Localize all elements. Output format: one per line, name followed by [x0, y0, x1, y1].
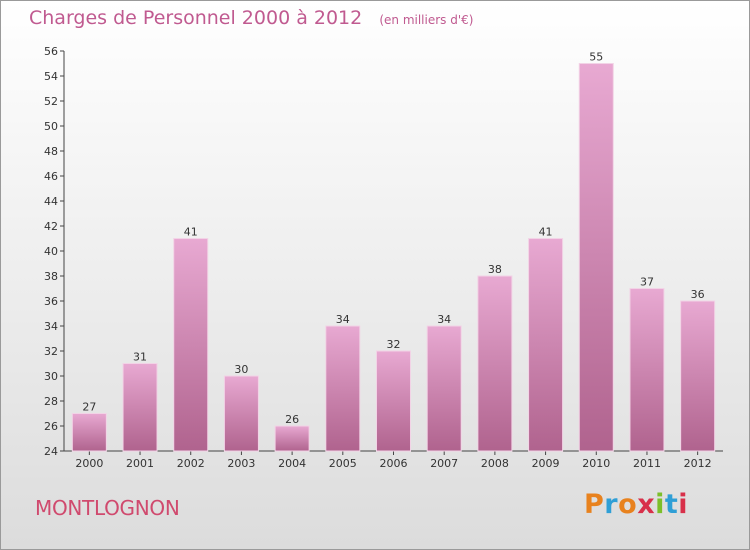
logo-letter: P	[584, 489, 605, 520]
commune-name: MONTLOGNON	[35, 496, 180, 520]
bar-value-label: 27	[82, 401, 96, 414]
y-tick-label: 40	[44, 245, 58, 258]
y-tick-label: 54	[44, 70, 58, 83]
proxiti-logo[interactable]: Proxiti	[584, 489, 688, 520]
bar	[680, 300, 716, 452]
x-tick-label: 2000	[75, 457, 103, 470]
y-tick-label: 30	[44, 370, 58, 383]
bars	[71, 63, 716, 452]
x-tick-label: 2007	[430, 457, 458, 470]
labels: 27 2000 31 2001 41 2002 30 2003 26 2004 34 2005 32 20…	[75, 51, 711, 471]
y-tick-label: 32	[44, 345, 58, 358]
y-tick-label: 50	[44, 120, 58, 133]
bar-value-label: 34	[336, 313, 350, 326]
bar-value-label: 41	[184, 226, 198, 239]
bar-value-label: 31	[133, 351, 147, 364]
y-tick-label: 26	[44, 420, 58, 433]
y-tick-label: 38	[44, 270, 58, 283]
bar-value-label: 26	[285, 413, 299, 426]
bar	[578, 63, 614, 452]
x-tick-label: 2009	[532, 457, 560, 470]
bar	[173, 238, 209, 452]
x-tick-label: 2003	[227, 457, 255, 470]
x-tick-label: 2001	[126, 457, 154, 470]
x-tick-label: 2010	[582, 457, 610, 470]
y-tick-label: 34	[44, 320, 58, 333]
logo-letter: r	[604, 489, 619, 520]
y-tick-label: 42	[44, 220, 58, 233]
x-tick-label: 2004	[278, 457, 306, 470]
bar	[71, 413, 107, 452]
y-tick-label: 36	[44, 295, 58, 308]
bar	[325, 325, 361, 452]
bar-value-label: 32	[387, 338, 401, 351]
bar-value-label: 38	[488, 263, 502, 276]
bar	[477, 275, 513, 452]
x-tick-label: 2012	[684, 457, 712, 470]
bar	[528, 238, 564, 452]
title-line: Charges de Personnel 2000 à 2012 (en mil…	[29, 7, 473, 29]
bar-value-label: 36	[691, 288, 705, 301]
bar-value-label: 55	[589, 51, 603, 64]
logo-letter: o	[618, 489, 638, 520]
logo-letter: i	[678, 489, 689, 520]
bar	[376, 350, 411, 452]
bar-value-label: 37	[640, 276, 654, 289]
logo-letter: i	[655, 489, 665, 520]
x-tick-label: 2011	[633, 457, 661, 470]
x-tick-label: 2006	[380, 457, 408, 470]
bar-value-label: 30	[234, 363, 248, 376]
y-tick-label: 56	[44, 45, 58, 58]
y-tick-label: 24	[44, 445, 58, 458]
chart-unit: (en milliers d'€)	[379, 13, 474, 27]
y-tick-label: 48	[44, 145, 58, 158]
bar	[629, 288, 665, 452]
bar	[122, 363, 158, 452]
x-tick-label: 2005	[329, 457, 357, 470]
chart-title: Charges de Personnel 2000 à 2012	[29, 7, 363, 29]
logo-letter: x	[637, 489, 656, 520]
bar	[426, 325, 462, 452]
bar	[223, 375, 259, 452]
bar-value-label: 41	[539, 226, 553, 239]
x-tick-label: 2002	[177, 457, 205, 470]
y-tick-label: 28	[44, 395, 58, 408]
y-tick-label: 44	[44, 195, 58, 208]
y-tick-label: 52	[44, 95, 58, 108]
x-tick-label: 2008	[481, 457, 509, 470]
y-tick-label: 46	[44, 170, 58, 183]
bar-value-label: 34	[437, 313, 451, 326]
logo-letter: t	[664, 489, 679, 520]
bar	[274, 425, 310, 452]
